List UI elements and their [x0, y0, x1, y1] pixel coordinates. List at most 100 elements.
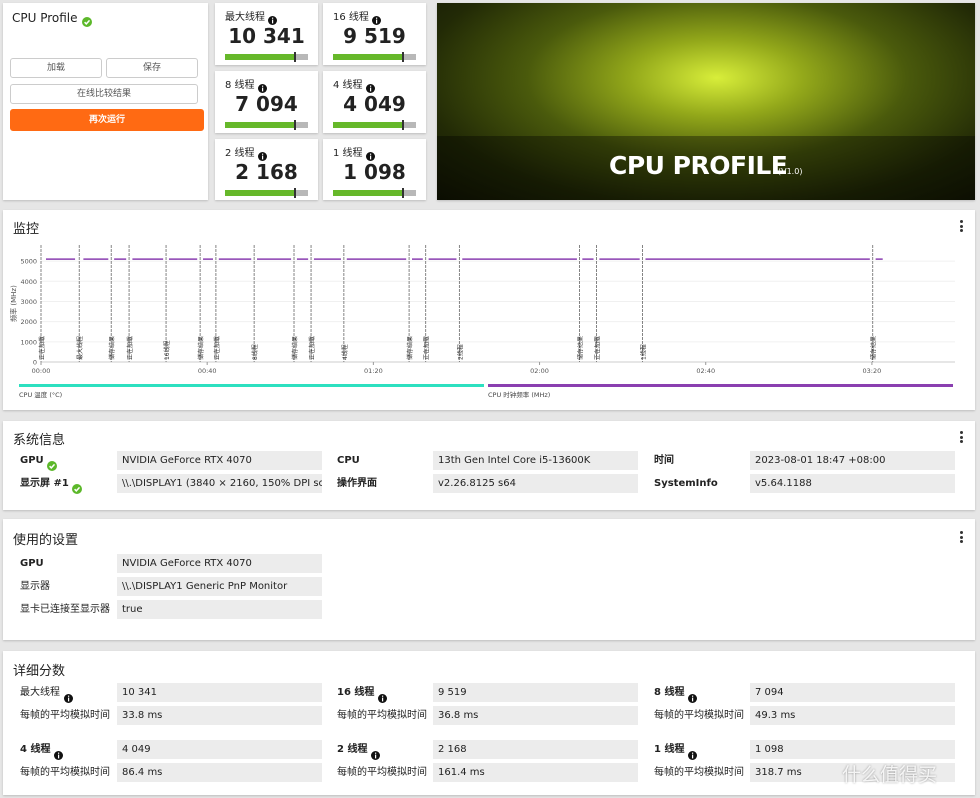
- info-glyph: [688, 751, 698, 760]
- detail-score: 7 094: [750, 683, 955, 702]
- setting-label: GPU: [20, 558, 44, 569]
- button[interactable]: 在线比较结果: [10, 84, 198, 104]
- menu[interactable]: [960, 220, 963, 234]
- event-label: 正在加载: [38, 336, 46, 360]
- sidebar-title: CPU Profile: [12, 11, 78, 25]
- check-glyph: [82, 17, 92, 27]
- banner-version: (V1.0): [778, 167, 803, 176]
- system-info-panel: 系统信息 GPU NVIDIA GeForce RTX 4070 显示屏 #1 \\.…: [3, 421, 975, 510]
- check-glyph: [46, 461, 57, 471]
- info-label: 操作界面: [337, 478, 377, 489]
- legend-swatch: [19, 384, 484, 387]
- detail-time-label: 每帧的平均模拟时间: [20, 710, 110, 721]
- detail-label: 最大线程: [20, 687, 60, 698]
- event-label: 1线程: [640, 344, 648, 360]
- info-value: \\.\DISPLAY1 (3840 × 2160, 150% DPI scal…: [117, 474, 322, 493]
- info-glyph: [378, 694, 388, 703]
- score-bar: [333, 120, 416, 130]
- x-tick-label: 01:20: [364, 367, 383, 375]
- event-label: 正在加载: [593, 336, 601, 360]
- y-tick-label: 4000: [20, 278, 37, 286]
- detail-time-label: 每帧的平均模拟时间: [654, 767, 744, 778]
- banner-title: CPU PROFILE: [609, 151, 788, 180]
- setting-value: true: [117, 600, 322, 619]
- legend-swatch: [488, 384, 953, 387]
- score-bar-marker: [294, 120, 296, 130]
- score-bar-marker: [294, 188, 296, 198]
- event-label: 4线程: [341, 344, 349, 360]
- score-bar-marker: [402, 52, 404, 62]
- button[interactable]: 保存: [106, 58, 198, 78]
- event-label: 16线程: [163, 340, 171, 360]
- setting-value: \\.\DISPLAY1 Generic PnP Monitor: [117, 577, 322, 596]
- detail-time-label: 每帧的平均模拟时间: [337, 767, 427, 778]
- y-tick-label: 5000: [20, 258, 37, 266]
- detail-score: 2 168: [433, 740, 638, 759]
- score-value: 4 049: [343, 92, 406, 116]
- score-bar: [225, 52, 308, 62]
- info-glyph: [268, 16, 277, 25]
- event-label: 储存结果: [406, 336, 414, 360]
- score-label: 2 线程: [225, 148, 255, 159]
- score-tile: 1 线程 1 098: [323, 139, 426, 200]
- info-icon: [371, 745, 381, 760]
- score-tile: 最大线程 10 341: [215, 3, 318, 65]
- legend-label: CPU 温度 (°C): [19, 390, 62, 399]
- menu[interactable]: [960, 431, 963, 445]
- info-value: 2023-08-01 18:47 +08:00: [750, 451, 955, 470]
- button[interactable]: 加载: [10, 58, 102, 78]
- info-glyph: [371, 16, 381, 25]
- detail-time: 49.3 ms: [750, 706, 955, 725]
- check-icon: [71, 479, 82, 494]
- event-label: 储存结果: [108, 336, 116, 360]
- check-icon: [82, 12, 92, 27]
- y-tick-label: 0: [33, 359, 37, 367]
- event-label: 正在加载: [213, 336, 221, 360]
- detail-label: 8 线程: [654, 687, 685, 698]
- detail-time-label: 每帧的平均模拟时间: [337, 710, 427, 721]
- score-tile: 4 线程 4 049: [323, 71, 426, 133]
- info-value: v2.26.8125 s64: [433, 474, 638, 493]
- info-label: 显示屏 #1: [20, 478, 69, 489]
- score-bar-fill: [333, 54, 403, 60]
- score-bar: [225, 120, 308, 130]
- score-bar-fill: [225, 190, 295, 196]
- event-label: 储存结果: [576, 336, 584, 360]
- info-value: v5.64.1188: [750, 474, 955, 493]
- detail-label: 16 线程: [337, 687, 375, 698]
- x-tick-label: 03:20: [863, 367, 882, 375]
- score-bar-marker: [294, 52, 296, 62]
- score-bar: [333, 52, 416, 62]
- info-value: 13th Gen Intel Core i5-13600K: [433, 451, 638, 470]
- detail-time: 36.8 ms: [433, 706, 638, 725]
- info-icon: [688, 688, 698, 703]
- menu[interactable]: [960, 531, 963, 545]
- detail-time: 161.4 ms: [433, 763, 638, 782]
- detail-time: 86.4 ms: [117, 763, 322, 782]
- score-bar-fill: [333, 190, 403, 196]
- info-icon: [688, 745, 698, 760]
- x-tick-label: 00:40: [198, 367, 217, 375]
- score-bar-marker: [402, 120, 404, 130]
- detail-time: 33.8 ms: [117, 706, 322, 725]
- event-label: 正在加载: [423, 336, 431, 360]
- event-label: 储存结果: [870, 336, 878, 360]
- event-label: 储存结果: [291, 336, 299, 360]
- event-label: 最大线程: [76, 336, 84, 360]
- info-icon: [54, 745, 64, 760]
- banner: CPU PROFILE (V1.0): [437, 3, 975, 200]
- setting-label: 显示器: [20, 581, 50, 592]
- banner-band: [437, 136, 975, 200]
- score-bar-marker: [402, 188, 404, 198]
- info-icon: [257, 146, 267, 161]
- button[interactable]: 再次运行: [10, 109, 204, 131]
- detail-label: 1 线程: [654, 744, 685, 755]
- detail-label: 2 线程: [337, 744, 368, 755]
- check-glyph: [71, 484, 82, 494]
- info-icon: [64, 688, 73, 703]
- setting-value: NVIDIA GeForce RTX 4070: [117, 554, 322, 573]
- event-label: 储存结果: [197, 336, 205, 360]
- info-glyph: [64, 694, 73, 703]
- score-value: 10 341: [228, 24, 305, 48]
